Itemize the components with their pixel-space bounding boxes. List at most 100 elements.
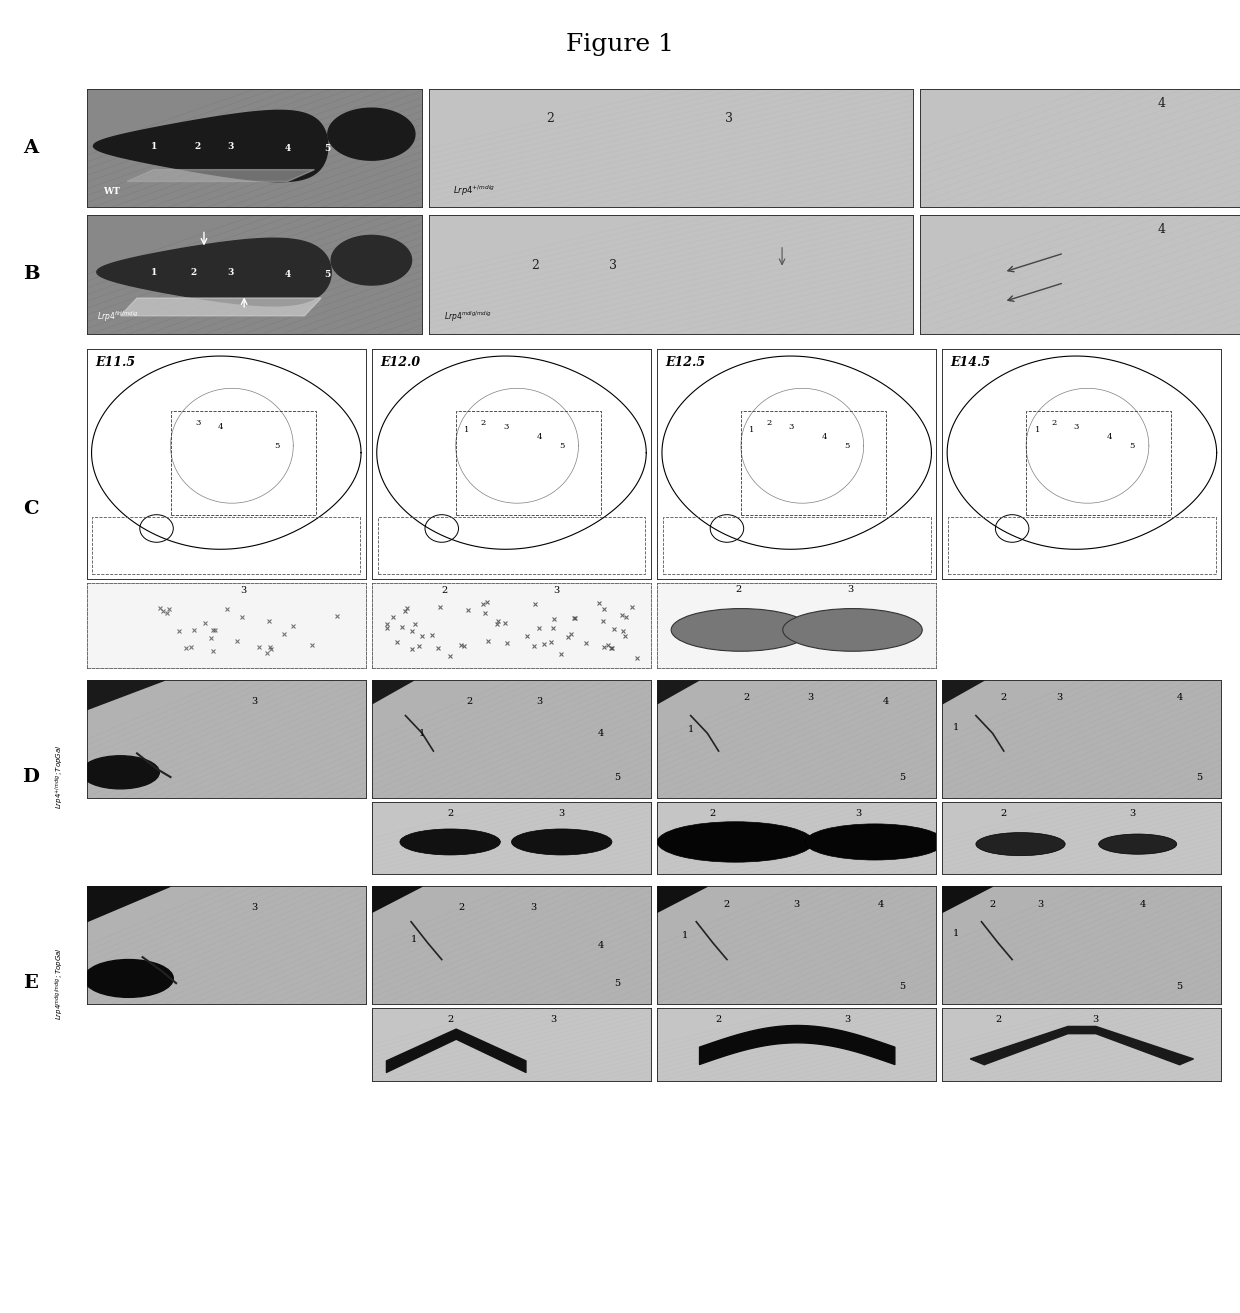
Text: 5: 5: [559, 441, 564, 450]
Text: $Lrp4^{mdig/mdig};TopGal$: $Lrp4^{mdig/mdig};TopGal$: [53, 947, 66, 1020]
Polygon shape: [87, 886, 171, 922]
Circle shape: [1099, 834, 1177, 855]
Text: 3: 3: [551, 1015, 557, 1024]
Text: 3: 3: [1056, 693, 1063, 702]
Text: 3: 3: [503, 423, 508, 432]
Text: 4: 4: [284, 270, 291, 278]
Text: 3: 3: [196, 419, 201, 427]
Text: 3: 3: [609, 259, 616, 272]
Text: E11.5: E11.5: [95, 356, 135, 369]
Circle shape: [511, 829, 613, 855]
Text: 5: 5: [900, 772, 905, 781]
Text: $Lrp4^{+/mdig}$: $Lrp4^{+/mdig}$: [454, 184, 496, 198]
Text: 2: 2: [458, 903, 465, 913]
Text: $Lrp4^{+/mdig};TopGal$: $Lrp4^{+/mdig};TopGal$: [53, 744, 66, 810]
Text: WT: WT: [104, 186, 120, 196]
Text: 3: 3: [1128, 809, 1136, 818]
Text: 1: 1: [464, 425, 470, 433]
Text: E12.0: E12.0: [381, 356, 420, 369]
Polygon shape: [372, 680, 414, 704]
Text: 4: 4: [1157, 223, 1166, 236]
Text: 1: 1: [687, 725, 694, 734]
Text: 4: 4: [598, 941, 604, 949]
Text: 3: 3: [789, 423, 794, 432]
Text: 2: 2: [724, 899, 730, 909]
Text: 2: 2: [446, 809, 454, 818]
Text: 3: 3: [241, 586, 247, 595]
Text: 2: 2: [735, 584, 742, 593]
Text: 4: 4: [284, 144, 291, 152]
Polygon shape: [327, 108, 415, 160]
Circle shape: [671, 608, 811, 651]
Text: 2: 2: [1001, 809, 1007, 818]
Polygon shape: [942, 680, 985, 704]
Text: 1: 1: [954, 723, 960, 731]
Text: 3: 3: [531, 903, 537, 913]
Text: 2: 2: [546, 113, 554, 125]
Text: 2: 2: [191, 268, 197, 277]
Text: E12.5: E12.5: [666, 356, 706, 369]
Text: 3: 3: [847, 584, 853, 593]
Polygon shape: [657, 680, 699, 704]
Text: 4: 4: [1177, 693, 1183, 702]
Text: 2: 2: [481, 419, 486, 427]
Text: 3: 3: [1092, 1015, 1099, 1024]
Text: 3: 3: [536, 697, 543, 706]
Text: 2: 2: [195, 142, 201, 151]
Text: 2: 2: [466, 697, 472, 706]
Text: 2: 2: [766, 419, 771, 427]
Text: 5: 5: [325, 270, 331, 278]
Text: 4: 4: [537, 432, 542, 441]
Text: 2: 2: [532, 259, 539, 272]
Text: 4: 4: [883, 697, 889, 706]
Polygon shape: [657, 886, 707, 913]
Text: 4: 4: [822, 432, 827, 441]
Text: 4: 4: [1157, 97, 1166, 110]
Circle shape: [976, 832, 1065, 856]
Text: 5: 5: [1197, 772, 1202, 781]
Text: 2: 2: [1001, 693, 1007, 702]
Text: 2: 2: [709, 809, 717, 818]
Text: 4: 4: [218, 423, 223, 432]
Polygon shape: [120, 298, 321, 315]
Text: 5: 5: [615, 772, 620, 781]
Text: 5: 5: [1177, 982, 1183, 991]
Text: 1: 1: [682, 931, 688, 940]
Polygon shape: [93, 110, 327, 181]
Text: 5: 5: [900, 982, 905, 991]
Text: 5: 5: [615, 978, 620, 987]
Text: 4: 4: [877, 899, 884, 909]
Circle shape: [399, 829, 500, 855]
Polygon shape: [942, 886, 992, 913]
Text: 5: 5: [325, 144, 331, 152]
Text: B: B: [22, 265, 40, 284]
Text: $Lrp4^{mdig/mdig}$: $Lrp4^{mdig/mdig}$: [444, 310, 491, 324]
Circle shape: [805, 823, 945, 860]
Text: 5: 5: [844, 441, 849, 450]
Text: 1: 1: [419, 729, 425, 738]
Text: 3: 3: [558, 809, 565, 818]
Text: 5: 5: [1130, 441, 1135, 450]
Polygon shape: [331, 235, 412, 285]
Text: A: A: [24, 139, 38, 158]
Text: 2: 2: [994, 1015, 1002, 1024]
Text: 4: 4: [1107, 432, 1112, 441]
Text: C: C: [24, 500, 38, 517]
Text: 1: 1: [150, 142, 157, 151]
Text: 2: 2: [1052, 419, 1056, 427]
Text: 3: 3: [807, 693, 813, 702]
Text: 1: 1: [954, 930, 960, 937]
Text: 4: 4: [1140, 899, 1147, 909]
Text: 3: 3: [228, 142, 234, 151]
Text: 3: 3: [553, 586, 559, 595]
Text: E14.5: E14.5: [951, 356, 991, 369]
Text: 3: 3: [228, 268, 234, 277]
Text: $Lrp4^{flrt/mdig}$: $Lrp4^{flrt/mdig}$: [97, 310, 139, 324]
Text: 3: 3: [250, 903, 258, 913]
Circle shape: [782, 608, 923, 651]
Polygon shape: [87, 680, 165, 709]
Text: 4: 4: [598, 729, 604, 738]
Text: 1: 1: [410, 935, 417, 944]
Text: 2: 2: [715, 1015, 722, 1024]
Text: 2: 2: [441, 586, 448, 595]
